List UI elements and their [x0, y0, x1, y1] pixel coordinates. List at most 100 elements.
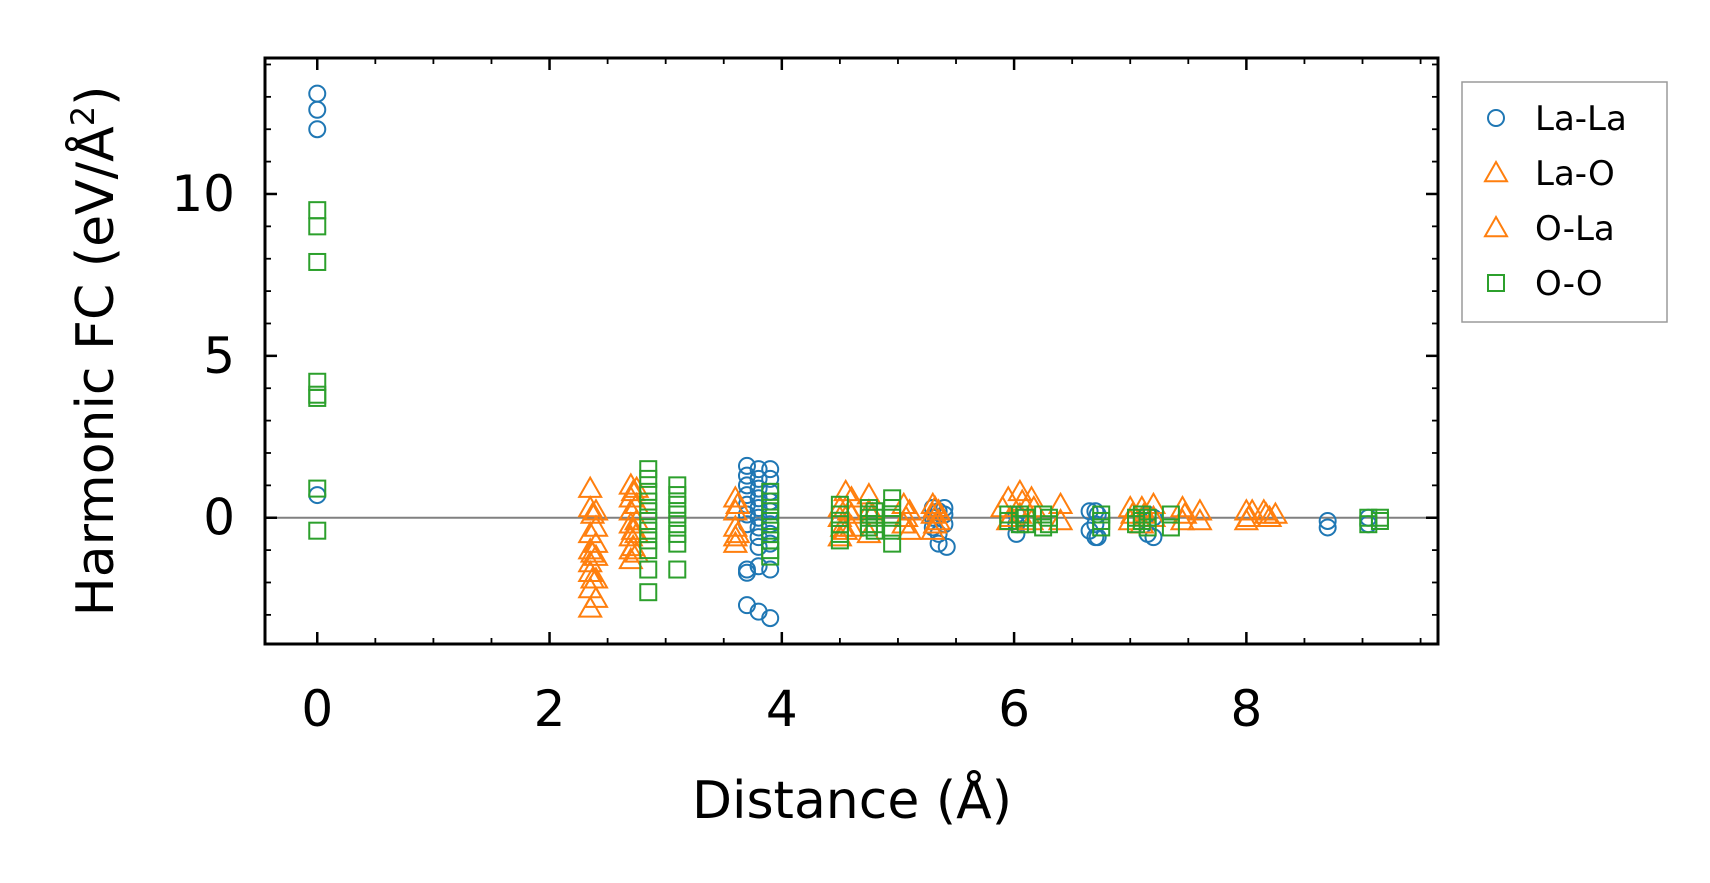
data-point [761, 482, 780, 501]
data-point [583, 498, 609, 521]
data-point [583, 514, 609, 537]
plot-frame [263, 56, 1440, 646]
data-point [639, 560, 658, 579]
data-point [749, 469, 768, 488]
legend-item-o-o: O-O [1487, 264, 1603, 304]
data-point [1318, 511, 1337, 530]
data-point [830, 495, 849, 514]
data-point [1144, 528, 1163, 547]
data-point [1138, 518, 1157, 537]
data-point [583, 543, 609, 566]
data-point [761, 502, 780, 521]
x-tick-label: 2 [534, 680, 566, 738]
data-point [761, 560, 780, 579]
legend-label: La-La [1535, 99, 1627, 139]
legend-marker [1487, 109, 1505, 127]
data-point [1140, 491, 1167, 515]
data-point [761, 511, 780, 530]
data-point [737, 456, 756, 475]
y-axis-title-main: Harmonic FC (eV/Å [64, 126, 126, 617]
data-point [583, 585, 609, 608]
axis-ticks [265, 58, 1438, 644]
legend-marker [1487, 274, 1505, 292]
data-point [749, 557, 768, 576]
data-point [724, 520, 751, 544]
x-tick-label: 8 [1230, 680, 1262, 738]
data-point [1253, 501, 1279, 524]
data-point [865, 521, 884, 540]
series-o-o [308, 201, 1389, 602]
data-point [761, 547, 780, 566]
data-point [1132, 511, 1151, 530]
data-point [1161, 505, 1180, 524]
data-point [620, 517, 646, 540]
legend-item-la-la: La-La [1487, 99, 1627, 139]
data-point [308, 521, 327, 540]
data-point [922, 511, 948, 534]
x-tick-label: 4 [766, 680, 798, 738]
data-point [761, 492, 780, 511]
data-point [639, 531, 658, 550]
data-point [308, 252, 327, 271]
data-point [722, 514, 749, 537]
data-point [639, 583, 658, 602]
legend-box [1461, 81, 1668, 323]
data-point [668, 476, 687, 495]
data-point [639, 502, 658, 521]
legend-label: La-O [1535, 154, 1615, 194]
data-point [579, 501, 606, 524]
data-point [668, 534, 687, 553]
legend-items: La-La La-O O-La O-O [1483, 99, 1627, 304]
data-point [618, 524, 644, 547]
legend-label: O-La [1535, 209, 1615, 249]
data-point [639, 460, 658, 479]
data-point [668, 505, 687, 524]
data-point [836, 498, 862, 521]
data-point [308, 100, 327, 119]
data-point [761, 460, 780, 479]
data-point [1034, 518, 1053, 537]
data-point [724, 491, 751, 515]
data-point [1034, 505, 1053, 524]
data-point [668, 515, 687, 534]
y-tick-label: 0 [203, 489, 235, 547]
data-point [830, 505, 849, 524]
data-point [749, 479, 768, 498]
data-point [883, 508, 902, 527]
data-point [830, 531, 849, 550]
data-point [749, 460, 768, 479]
data-point [1039, 515, 1058, 534]
data-point [929, 524, 948, 543]
data-point [620, 533, 646, 557]
data-point [749, 537, 768, 556]
x-axis-title: Distance (Å) [692, 769, 1012, 831]
data-point [668, 560, 687, 579]
data-point [639, 492, 658, 511]
data-point [1127, 515, 1146, 534]
data-point [761, 521, 780, 540]
data-point [668, 486, 687, 505]
legend-label: O-O [1535, 264, 1603, 304]
data-point [1007, 478, 1033, 502]
tick-labels: 0 2 4 6 8 0 5 10 [171, 165, 1262, 738]
data-point [722, 498, 749, 521]
y-axis-title: Harmonic FC (eV/Å2) [64, 86, 126, 617]
data-point [308, 388, 327, 407]
data-point [639, 521, 658, 540]
data-point [883, 499, 902, 518]
data-point [308, 120, 327, 139]
data-point [668, 524, 687, 543]
legend: La-La La-O O-La O-O [1461, 81, 1668, 323]
data-point [1161, 518, 1180, 537]
data-point [308, 479, 327, 498]
data-point [639, 469, 658, 488]
data-point [832, 517, 859, 540]
data-point [620, 478, 646, 502]
data-point [668, 495, 687, 514]
data-point [937, 537, 956, 556]
data-point [583, 530, 609, 553]
data-point [1138, 508, 1157, 527]
x-tick-label: 6 [998, 680, 1030, 738]
legend-item-o-la: O-La [1483, 209, 1615, 249]
